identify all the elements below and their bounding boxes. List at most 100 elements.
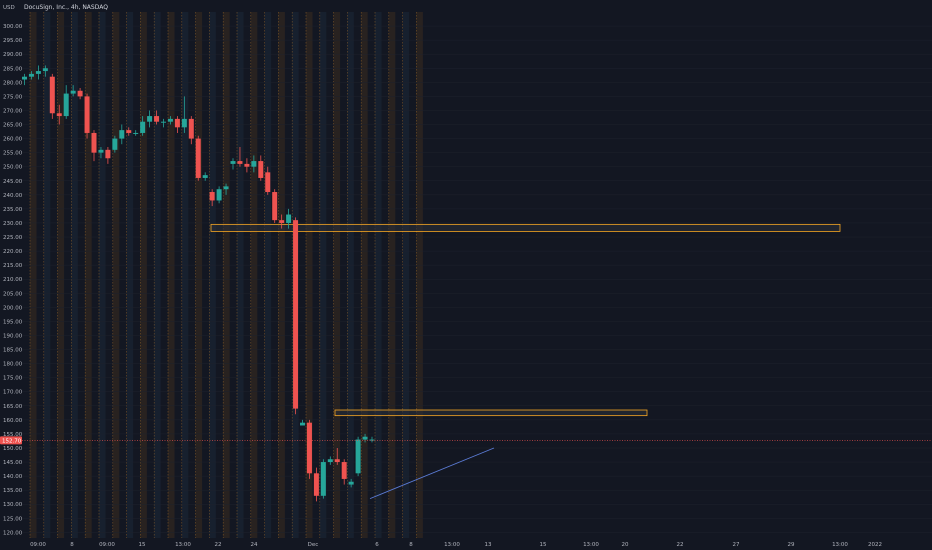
currency-label: USD — [3, 5, 15, 11]
candle-body — [49, 76, 55, 114]
candle-body — [320, 462, 326, 496]
current-price-label: 152.70 — [2, 438, 22, 444]
x-tick-label: 8 — [409, 542, 413, 548]
candle-body — [362, 436, 368, 440]
x-tick-label: 8 — [70, 542, 74, 548]
current-price-badge — [0, 436, 22, 445]
candle-body — [22, 76, 27, 80]
candle-body — [154, 116, 160, 122]
y-tick-label: 300.00 — [3, 24, 23, 30]
session-band — [361, 12, 368, 538]
y-tick-label: 170.00 — [3, 390, 23, 396]
session-band — [181, 12, 189, 538]
candle-body — [161, 121, 166, 123]
candle-body — [105, 149, 111, 159]
session-band — [57, 12, 65, 538]
session-band — [347, 12, 354, 538]
session-band — [375, 12, 382, 538]
y-tick-label: 200.00 — [3, 305, 23, 311]
y-tick-label: 130.00 — [3, 502, 23, 508]
candle-body — [70, 90, 76, 94]
session-band — [416, 12, 423, 538]
y-tick-label: 145.00 — [3, 460, 23, 466]
session-band — [195, 12, 203, 538]
x-tick-label: 13 — [485, 542, 492, 548]
candle-body — [223, 186, 229, 190]
y-tick-label: 275.00 — [3, 94, 23, 100]
y-tick-label: 175.00 — [3, 376, 23, 382]
x-tick-label: 15 — [139, 542, 146, 548]
candle-body — [188, 118, 194, 139]
x-tick-label: 15 — [540, 542, 547, 548]
session-band — [99, 12, 106, 538]
candle-body — [84, 96, 90, 133]
session-band — [30, 12, 37, 538]
candle-body — [28, 73, 34, 77]
session-band — [209, 12, 216, 538]
candle-body — [174, 118, 180, 128]
y-axis[interactable]: 120.00 125.00 130.00 135.00 140.00 145.00 150.… — [0, 24, 23, 536]
candle-body — [237, 161, 243, 164]
x-tick-label: 29 — [788, 542, 795, 548]
candle-body — [300, 422, 305, 426]
x-axis[interactable]: 09:00 8 09:00 15 13:00 22 24 Dec 6 8 13:00 13 15 13:0… — [30, 542, 882, 548]
y-tick-label: 135.00 — [3, 488, 23, 494]
zone-rectangles[interactable] — [210, 223, 841, 417]
upper-zone[interactable] — [210, 223, 841, 232]
y-tick-label: 230.00 — [3, 221, 23, 227]
x-tick-label: 24 — [251, 542, 258, 548]
y-tick-label: 290.00 — [3, 52, 23, 58]
candle-body — [181, 118, 187, 128]
session-band — [112, 12, 120, 538]
session-band — [168, 12, 175, 538]
x-tick-label: 09:00 — [99, 542, 115, 548]
x-tick-label: 20 — [622, 542, 629, 548]
candle-body — [293, 220, 299, 409]
candle-body — [119, 130, 125, 139]
y-tick-label: 255.00 — [3, 151, 23, 157]
session-band — [71, 12, 78, 538]
candle-body — [133, 132, 139, 134]
session-band — [126, 12, 134, 538]
session-band — [85, 12, 92, 538]
y-tick-label: 285.00 — [3, 66, 23, 72]
candle-body — [306, 422, 312, 474]
y-tick-label: 280.00 — [3, 80, 23, 86]
candle-body — [258, 161, 264, 178]
candle-body — [147, 116, 153, 122]
candle-body — [98, 149, 104, 153]
y-tick-label: 215.00 — [3, 263, 23, 269]
session-band — [43, 12, 51, 538]
lower-zone[interactable] — [334, 409, 648, 417]
x-tick-label: 22 — [677, 542, 684, 548]
candle-body — [140, 121, 146, 133]
grid-lines — [22, 25, 932, 533]
session-band — [237, 12, 244, 538]
candle-body — [265, 172, 271, 193]
candle-body — [209, 192, 215, 201]
y-tick-label: 160.00 — [3, 418, 23, 424]
trendline — [369, 447, 495, 500]
overlay-lines — [22, 440, 932, 500]
x-tick-label: 13:00 — [583, 542, 599, 548]
x-tick-label: Dec — [308, 542, 319, 548]
candle-body — [56, 113, 62, 117]
candle-body — [91, 132, 97, 153]
session-band — [388, 12, 396, 538]
candle-body — [42, 68, 48, 72]
candle-body — [334, 459, 340, 463]
candle-body — [313, 473, 319, 496]
x-tick-label: 09:00 — [30, 542, 46, 548]
x-tick-label: 22 — [215, 542, 222, 548]
candle-body — [126, 130, 132, 133]
candle-body — [251, 161, 257, 167]
y-tick-label: 155.00 — [3, 432, 23, 438]
session-band — [278, 12, 285, 538]
x-tick-label: 27 — [733, 542, 740, 548]
session-band — [223, 12, 230, 538]
candle-body — [279, 220, 285, 223]
y-tick-label: 165.00 — [3, 404, 23, 410]
y-tick-label: 245.00 — [3, 179, 23, 185]
